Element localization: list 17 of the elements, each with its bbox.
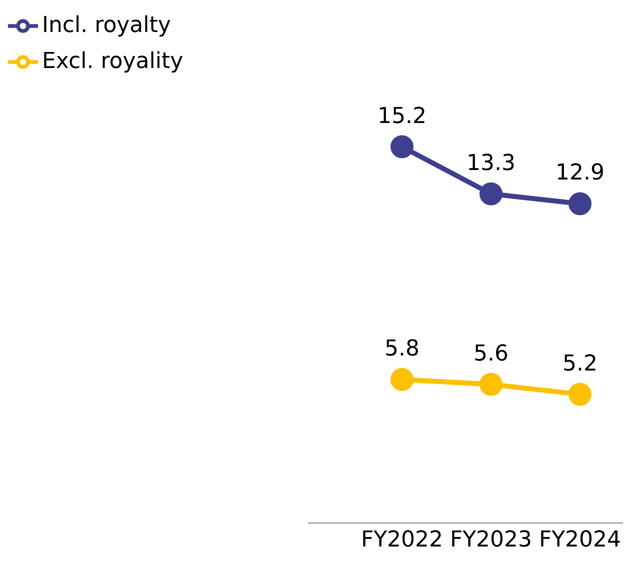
x-tick-label: FY2023 <box>450 528 532 553</box>
point <box>390 368 414 391</box>
point <box>480 182 502 206</box>
data-label: 12.9 <box>556 160 604 186</box>
data-label: 5.8 <box>384 336 420 362</box>
point <box>480 372 502 396</box>
x-tick-label: FY2022 <box>360 528 444 553</box>
point <box>568 192 592 216</box>
x-tick-label: FY2024 <box>538 528 622 553</box>
point <box>568 382 592 406</box>
legend-label: Excl. royality <box>42 49 184 74</box>
point <box>390 135 414 158</box>
data-label: 5.6 <box>474 341 508 366</box>
legend-label: Incl. royalty <box>42 13 171 38</box>
data-label: 13.3 <box>466 150 516 176</box>
data-label: 5.2 <box>562 351 598 376</box>
data-label: 15.2 <box>378 104 426 129</box>
